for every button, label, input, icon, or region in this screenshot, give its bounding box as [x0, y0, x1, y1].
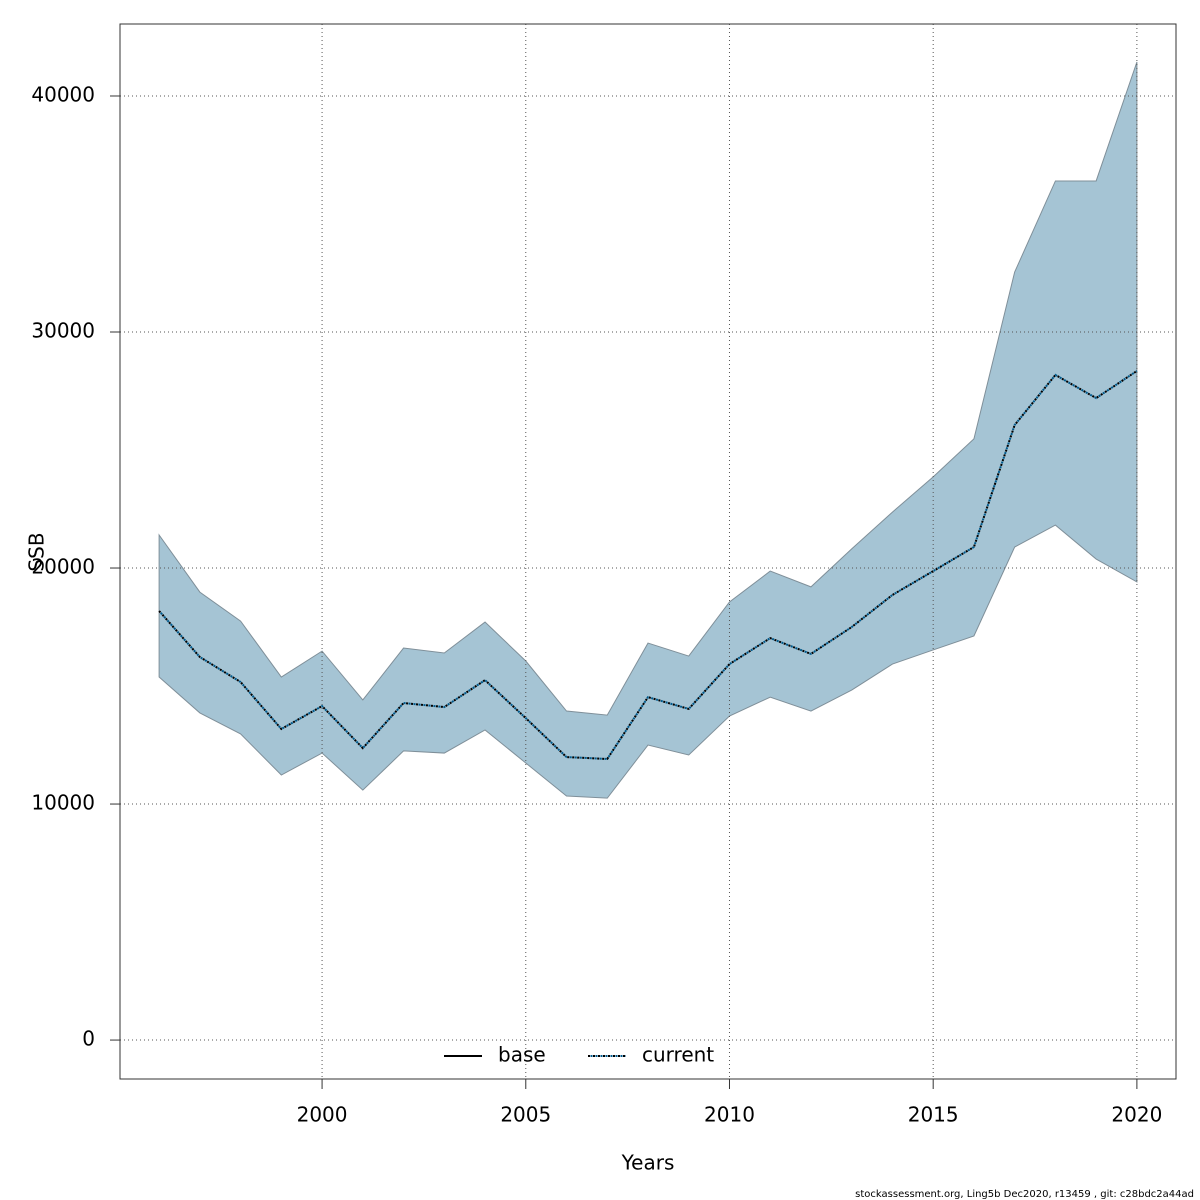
y-tick-label: 10000 [31, 791, 95, 815]
y-axis-label: SSB [25, 532, 49, 571]
x-tick-label: 2015 [908, 1103, 959, 1127]
footnote: stockassessment.org, Ling5b Dec2020, r13… [855, 1189, 1194, 1200]
y-tick-label: 40000 [31, 82, 95, 106]
y-tick-label: 20000 [31, 555, 95, 579]
y-tick-label: 0 [82, 1027, 95, 1051]
x-tick-label: 2000 [297, 1103, 348, 1127]
plot-frame [119, 23, 1177, 1080]
x-tick-label: 2005 [500, 1103, 551, 1127]
confidence-band [158, 61, 1138, 799]
x-axis-label: Years [621, 1151, 675, 1175]
x-tick-label: 2020 [1111, 1103, 1162, 1127]
y-tick-label: 30000 [31, 319, 95, 343]
legend-label: base [498, 1043, 546, 1067]
x-tick-label: 2010 [704, 1103, 755, 1127]
series-line-color [158, 370, 1138, 760]
legend-label: current [642, 1043, 714, 1067]
